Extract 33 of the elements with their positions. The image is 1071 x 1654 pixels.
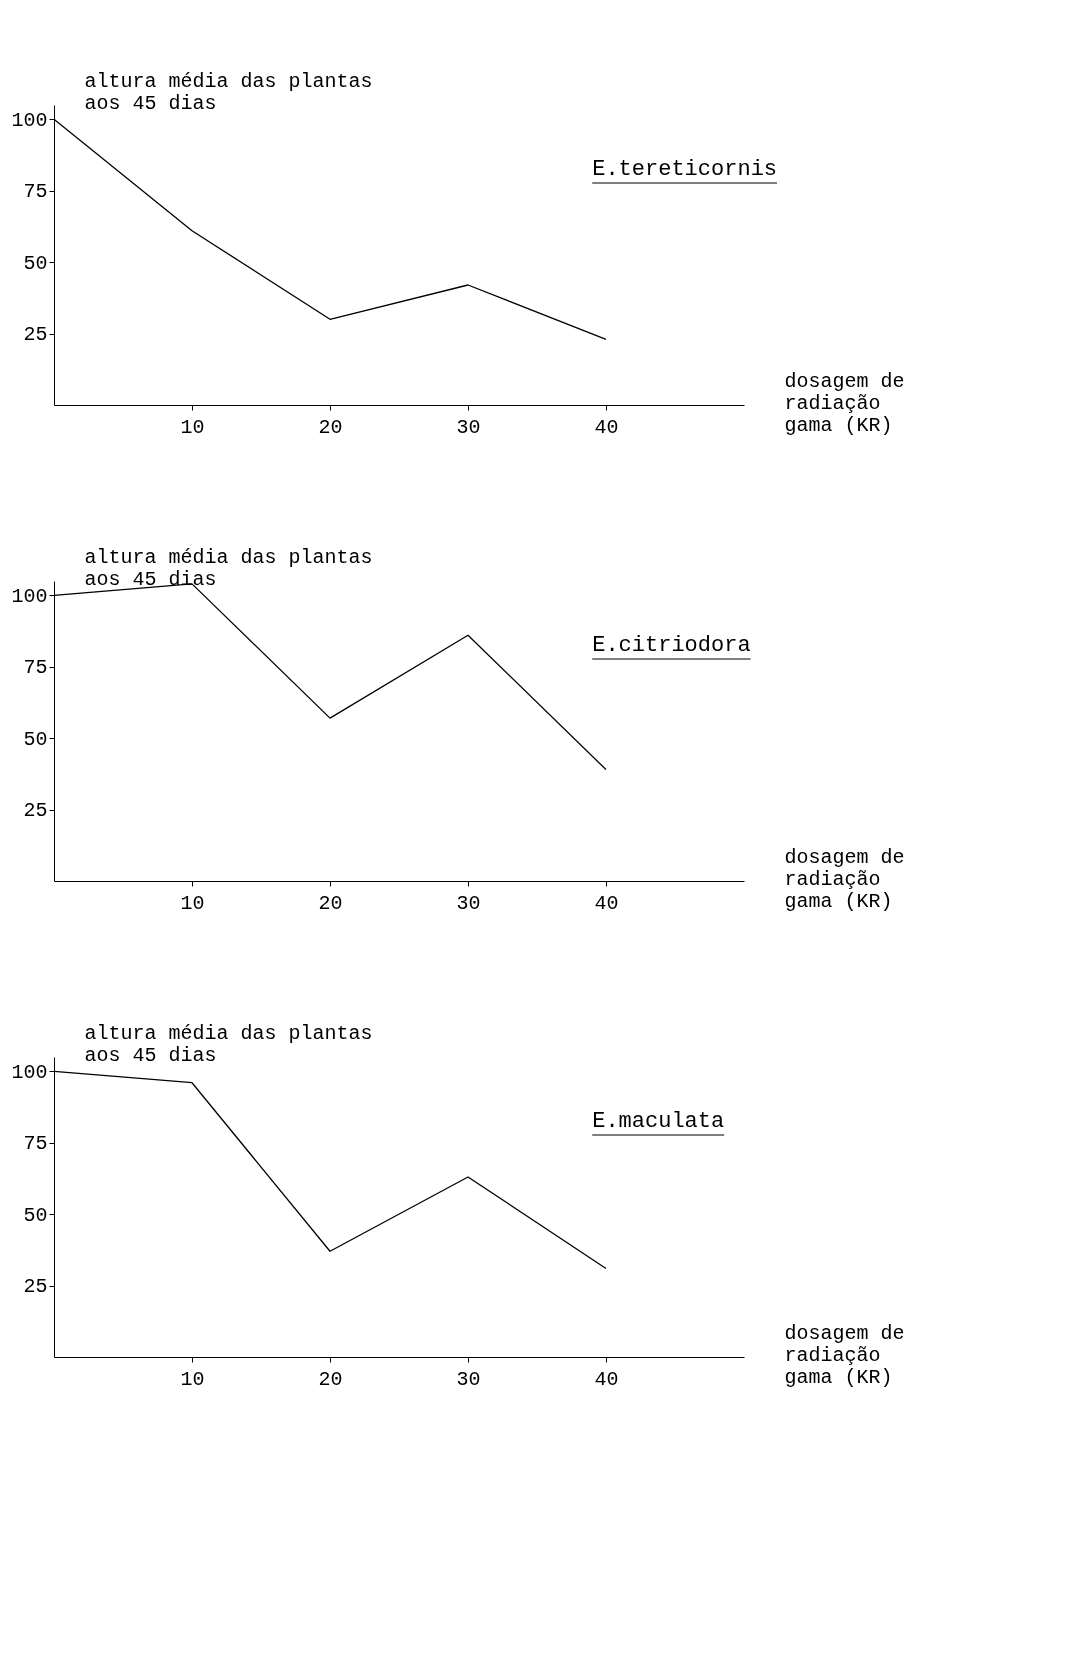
y-axis-title: altura média das plantas aos 45 dias bbox=[84, 545, 373, 591]
x-tick-label: 20 bbox=[318, 1367, 343, 1391]
y-tick-label: 25 bbox=[23, 1275, 48, 1299]
y-axis-title: altura média das plantas aos 45 dias bbox=[84, 69, 373, 115]
text: E.tereticornis bbox=[592, 157, 778, 182]
x-axis-title: dosagem de radiação gama (KR) bbox=[784, 369, 905, 437]
x-axis-title: dosagem de radiação gama (KR) bbox=[784, 1321, 905, 1389]
x-tick-label: 20 bbox=[318, 891, 343, 915]
x-tick-label: 30 bbox=[456, 1367, 481, 1391]
x-tick-label: 30 bbox=[456, 415, 481, 439]
x-axis-title: dosagem de radiação gama (KR) bbox=[784, 845, 905, 913]
y-tick-label: 75 bbox=[23, 180, 48, 204]
x-tick-label: 10 bbox=[180, 415, 205, 439]
x-tick-label: 40 bbox=[594, 415, 619, 439]
y-tick-label: 100 bbox=[11, 1060, 48, 1084]
text: E.maculata bbox=[592, 1109, 725, 1134]
y-tick-label: 25 bbox=[23, 323, 48, 347]
x-tick-label: 40 bbox=[594, 891, 619, 915]
y-tick-label: 25 bbox=[23, 799, 48, 823]
y-axis-title: altura média das plantas aos 45 dias bbox=[84, 1021, 373, 1067]
y-tick-label: 75 bbox=[23, 656, 48, 680]
y-tick-label: 75 bbox=[23, 1132, 48, 1156]
text: E.citriodora bbox=[592, 633, 751, 658]
y-tick-label: 100 bbox=[11, 108, 48, 132]
y-tick-label: 50 bbox=[23, 1203, 48, 1227]
x-tick-label: 30 bbox=[456, 891, 481, 915]
x-tick-label: 20 bbox=[318, 415, 343, 439]
x-tick-label: 40 bbox=[594, 1367, 619, 1391]
y-tick-label: 100 bbox=[11, 584, 48, 608]
y-tick-label: 50 bbox=[23, 727, 48, 751]
x-tick-label: 10 bbox=[180, 1367, 205, 1391]
y-tick-label: 50 bbox=[23, 251, 48, 275]
x-tick-label: 10 bbox=[180, 891, 205, 915]
